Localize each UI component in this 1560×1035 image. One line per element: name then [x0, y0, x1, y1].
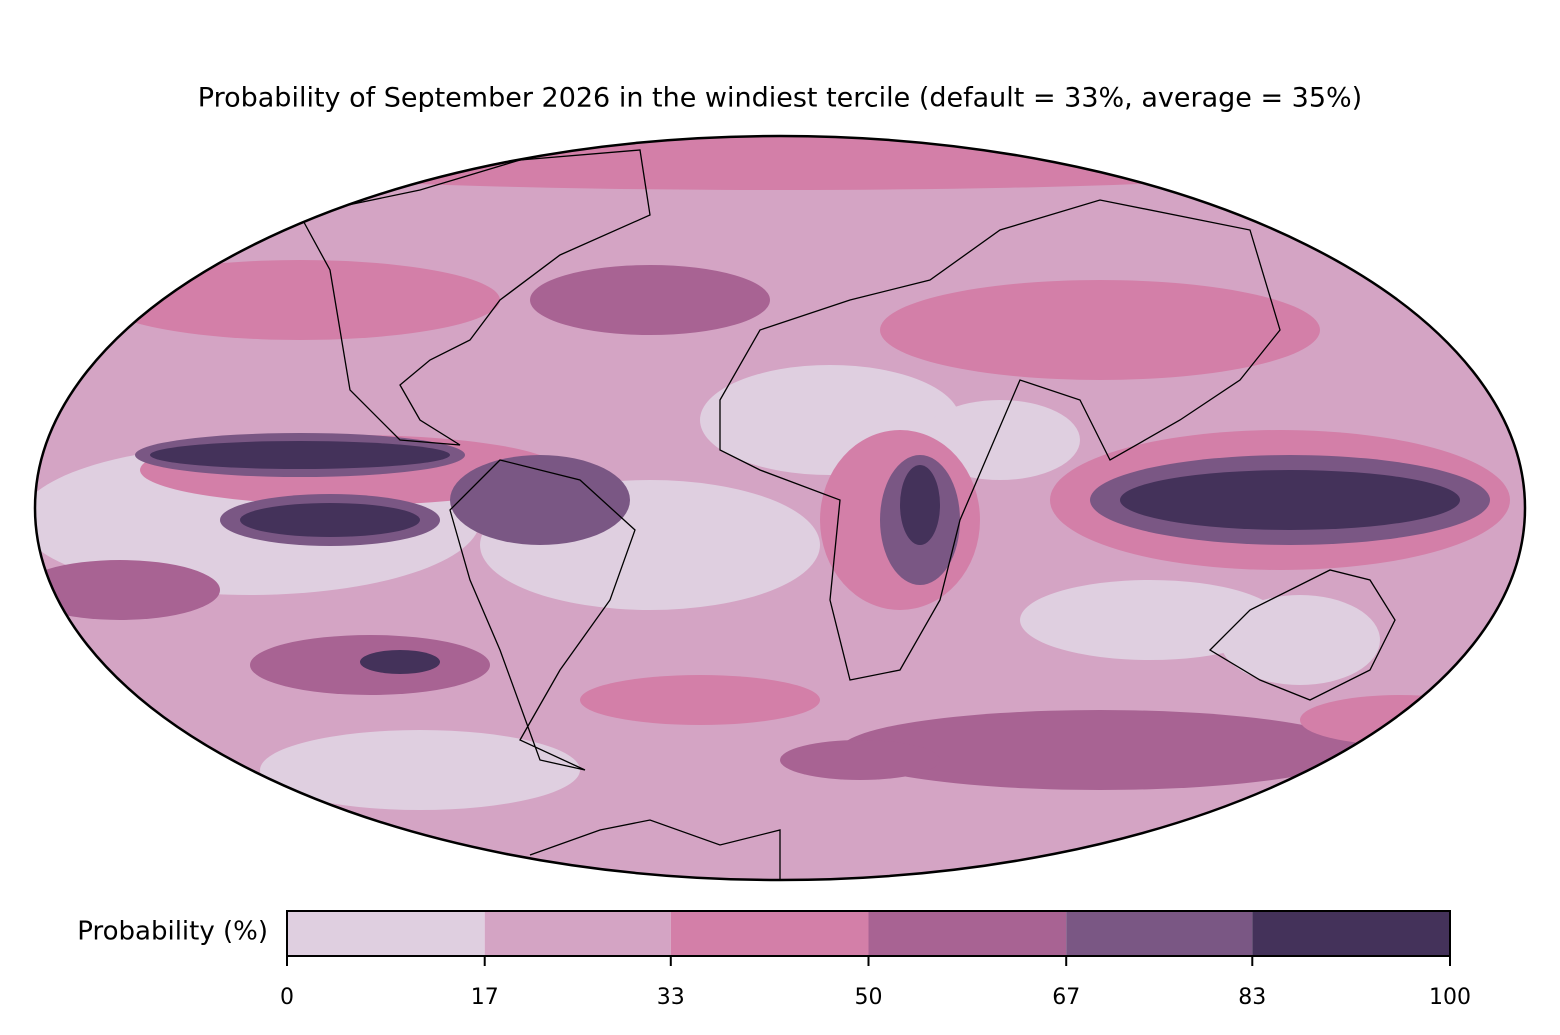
- colorbar-segment: [1066, 911, 1253, 956]
- colorbar-segment: [670, 911, 869, 956]
- probability-field: [35, 136, 1525, 880]
- field-region: [180, 136, 1380, 190]
- colorbar-segment: [287, 911, 485, 956]
- africa-eurasia: [719, 199, 1281, 681]
- coastlines: [299, 149, 1396, 880]
- field-region: [150, 441, 450, 469]
- field-region: [880, 280, 1320, 380]
- colorbar-label: Probability (%): [77, 917, 268, 947]
- colorbar-tick-label: 83: [1238, 985, 1266, 1010]
- field-region: [1300, 695, 1500, 745]
- colorbar-segment: [484, 911, 671, 956]
- field-region: [840, 710, 1360, 790]
- south-america: [449, 459, 636, 771]
- colorbar-tick-label: 67: [1052, 985, 1080, 1010]
- map-title: Probability of September 2026 in the win…: [198, 83, 1362, 114]
- field-region: [450, 455, 630, 545]
- field-region: [1020, 580, 1280, 660]
- field-region: [920, 400, 1080, 480]
- field-region: [580, 675, 820, 725]
- antarctica: [529, 819, 781, 880]
- colorbar-tick-label: 0: [280, 985, 294, 1010]
- field-region: [780, 740, 940, 780]
- north-america: [299, 149, 651, 446]
- field-region: [900, 465, 940, 545]
- field-region: [1220, 595, 1380, 685]
- colorbar-tick-label: 33: [657, 985, 685, 1010]
- colorbar-tick-label: 17: [471, 985, 499, 1010]
- map-frame: [33, 134, 1527, 882]
- field-region: [360, 650, 440, 674]
- field-region: [240, 503, 420, 537]
- australia: [1208, 569, 1396, 701]
- field-region: [35, 560, 220, 620]
- colorbar-tick-label: 100: [1429, 985, 1471, 1010]
- colorbar: 0 17 33 50 67 83 100: [280, 910, 1471, 1010]
- colorbar-tick-label: 50: [855, 985, 883, 1010]
- field-region: [530, 265, 770, 335]
- colorbar-segment: [868, 911, 1067, 956]
- field-region: [1120, 470, 1460, 530]
- field-region: [260, 730, 580, 810]
- colorbar-segment: [1252, 911, 1450, 956]
- field-region: [100, 260, 500, 340]
